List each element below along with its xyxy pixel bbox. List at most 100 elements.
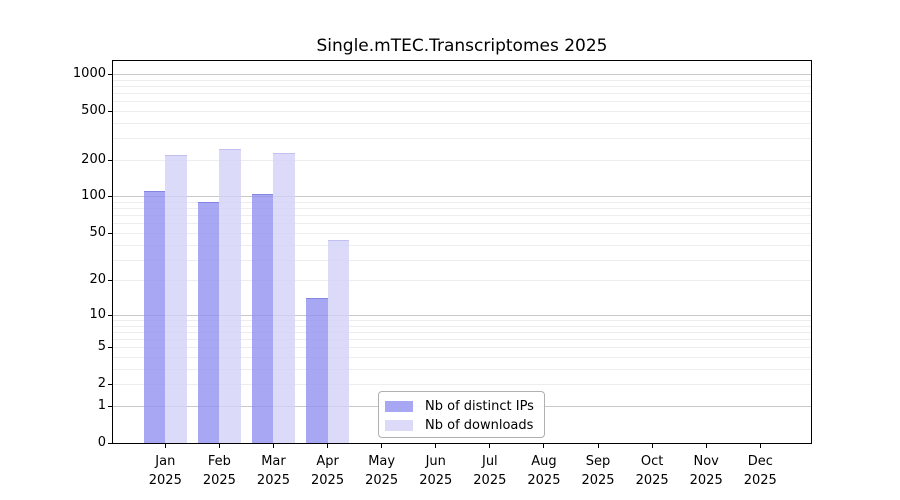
minor-gridline (113, 138, 811, 140)
minor-gridline (113, 357, 811, 359)
minor-gridline (113, 347, 811, 349)
x-axis-tick-label: Sep 2025 (571, 452, 625, 490)
x-label-month: Feb (207, 454, 231, 469)
minor-gridline (113, 280, 811, 282)
y-axis-tick (108, 347, 112, 349)
legend-label-distinct-ips: Nb of distinct IPs (425, 399, 534, 414)
bar-nb-of-downloads-jan (165, 155, 188, 443)
x-label-year: 2025 (689, 473, 723, 488)
x-label-month: Aug (531, 454, 557, 469)
y-axis-tick-label: 100 (81, 188, 106, 204)
y-axis-tick-label: 1000 (72, 65, 106, 81)
minor-gridline (113, 159, 811, 161)
x-axis-tick-label: Jul 2025 (463, 452, 517, 490)
y-axis-tick-label: 0 (97, 435, 106, 450)
y-axis-tick (108, 384, 112, 386)
chart-title: Single.mTEC.Transcriptomes 2025 (316, 36, 608, 56)
y-axis-tick-label: 500 (81, 102, 106, 118)
x-label-month: May (368, 454, 396, 469)
legend-label-downloads: Nb of downloads (425, 418, 534, 433)
minor-gridline (113, 101, 811, 103)
legend-item-distinct-ips: Nb of distinct IPs (385, 397, 544, 416)
y-axis-tick-label: 200 (81, 151, 106, 167)
minor-gridline (113, 325, 811, 327)
y-axis-tick (108, 405, 112, 407)
x-label-year: 2025 (311, 473, 345, 488)
x-axis-tick (543, 444, 545, 448)
x-label-month: Nov (693, 454, 719, 469)
x-label-year: 2025 (635, 473, 669, 488)
x-axis-tick-label: Jan 2025 (138, 452, 192, 490)
x-axis-tick-label: Apr 2025 (301, 452, 355, 490)
minor-gridline (113, 223, 811, 225)
x-label-month: Oct (640, 454, 664, 469)
x-axis-tick (435, 444, 437, 448)
x-label-month: Mar (261, 454, 286, 469)
minor-gridline (113, 79, 811, 81)
y-axis-tick (108, 196, 112, 198)
x-label-year: 2025 (581, 473, 615, 488)
minor-gridline (113, 208, 811, 210)
x-axis-tick-label: Aug 2025 (517, 452, 571, 490)
x-axis-tick (705, 444, 707, 448)
y-axis-tick-label: 5 (97, 339, 106, 355)
minor-gridline (113, 232, 811, 234)
minor-gridline (113, 339, 811, 341)
major-gridline (113, 196, 811, 198)
minor-gridline (113, 215, 811, 217)
x-label-year: 2025 (473, 473, 507, 488)
x-label-year: 2025 (419, 473, 453, 488)
x-axis-tick (164, 444, 166, 448)
x-axis-tick (327, 444, 329, 448)
minor-gridline (113, 259, 811, 261)
x-axis-tick (489, 444, 491, 448)
y-axis-tick (108, 280, 112, 282)
minor-gridline (113, 368, 811, 370)
bar-nb-of-distinct-ips-apr (305, 298, 328, 443)
x-label-year: 2025 (365, 473, 399, 488)
x-label-year: 2025 (148, 473, 182, 488)
x-label-year: 2025 (743, 473, 777, 488)
x-axis-tick-label: Nov 2025 (679, 452, 733, 490)
y-axis-tick (108, 232, 112, 234)
x-axis-tick-label: Feb 2025 (192, 452, 246, 490)
minor-gridline (113, 331, 811, 333)
y-axis-tick-label: 1 (97, 397, 106, 413)
y-axis-tick (108, 443, 112, 444)
x-axis-tick (218, 444, 220, 448)
minor-gridline (113, 122, 811, 124)
x-axis-tick-label: Oct 2025 (625, 452, 679, 490)
bar-nb-of-downloads-mar (273, 152, 296, 443)
bar-nb-of-downloads-apr (327, 239, 350, 443)
y-axis-tick (108, 73, 112, 75)
x-label-month: Dec (747, 454, 773, 469)
major-gridline (113, 314, 811, 316)
x-axis-tick-label: May 2025 (355, 452, 409, 490)
y-axis-tick-label: 50 (89, 224, 106, 240)
x-axis-tick (651, 444, 653, 448)
y-axis-tick (108, 314, 112, 316)
x-axis-tick-label: Mar 2025 (246, 452, 300, 490)
x-label-month: Apr (316, 454, 339, 469)
y-axis-tick (108, 110, 112, 112)
x-label-month: Jun (425, 454, 446, 469)
x-label-year: 2025 (527, 473, 561, 488)
x-axis-tick (272, 444, 274, 448)
minor-gridline (113, 384, 811, 386)
x-label-year: 2025 (256, 473, 291, 488)
y-axis-tick-label: 2 (97, 376, 106, 392)
y-axis-tick-label: 10 (89, 306, 106, 322)
minor-gridline (113, 110, 811, 112)
x-label-year: 2025 (202, 473, 236, 488)
bar-nb-of-distinct-ips-mar (251, 194, 274, 443)
x-axis-tick-label: Dec 2025 (733, 452, 787, 490)
minor-gridline (113, 202, 811, 204)
bar-nb-of-downloads-feb (219, 148, 242, 443)
legend-swatch-distinct-ips (385, 401, 413, 412)
x-axis-tick (597, 444, 599, 448)
x-axis-tick (381, 444, 383, 448)
bar-nb-of-distinct-ips-feb (197, 202, 220, 443)
legend-swatch-downloads (385, 420, 413, 431)
legend-item-downloads: Nb of downloads (385, 416, 544, 435)
x-axis-tick-label: Jun 2025 (409, 452, 463, 490)
